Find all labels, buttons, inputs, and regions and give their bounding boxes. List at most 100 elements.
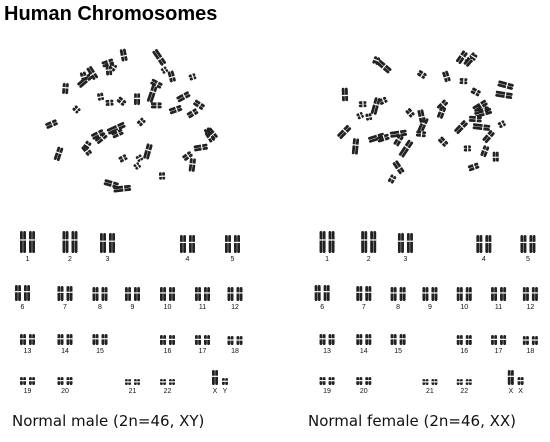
chromosome-pair xyxy=(319,377,335,385)
chromosome-pair xyxy=(159,287,176,301)
chromosome-label: 9 xyxy=(130,304,135,311)
chromosome-label: 18 xyxy=(231,348,239,355)
chromosome-pair xyxy=(397,233,414,253)
chromosome-label: 1 xyxy=(25,256,30,263)
chromosome-pair xyxy=(356,334,372,345)
chromosome-label: 7 xyxy=(361,304,366,311)
chromosome-pair xyxy=(159,335,176,345)
chromosome-label: 11 xyxy=(494,304,503,311)
chromosome-label: 17 xyxy=(494,348,503,355)
chromosome-label: 17 xyxy=(198,348,207,355)
chromosome-label: 15 xyxy=(394,348,402,355)
chromosome-label: 21 xyxy=(426,388,434,395)
chromosome-pair xyxy=(522,287,539,301)
chromosome-pair xyxy=(194,287,211,301)
chromosome-label: 19 xyxy=(23,388,32,395)
chromosome-pair xyxy=(522,336,539,345)
chromosome-pair xyxy=(422,287,438,301)
female-caption: Normal female (2n=46, XX) xyxy=(308,412,517,430)
chromosome-pair xyxy=(507,370,514,385)
chromosome-pair xyxy=(227,336,243,345)
chromosome-label: 20 xyxy=(61,388,69,395)
chromosome-label: 19 xyxy=(323,388,331,395)
chromosome-pair xyxy=(57,377,73,385)
chromosome-label: X xyxy=(212,388,218,395)
chromosome-label: 11 xyxy=(198,304,207,311)
chromosome-label: 22 xyxy=(460,388,469,395)
chromosome-pair xyxy=(224,235,241,253)
chromosome-pair xyxy=(221,378,229,385)
chromosome-pair xyxy=(92,287,108,301)
chromosome-label: 8 xyxy=(396,304,401,311)
chromosome-pair xyxy=(194,335,211,345)
chromosome-pair xyxy=(361,231,377,253)
chromosome-label: Y xyxy=(222,388,228,395)
chromosome-label: X xyxy=(508,388,514,395)
chromosome-label: 13 xyxy=(323,348,331,355)
chromosome-pair xyxy=(314,285,330,301)
female-metaphase-spread xyxy=(337,50,514,184)
chromosome-pair xyxy=(390,334,406,345)
chromosome-pair xyxy=(456,379,472,385)
chromosome-label: 2 xyxy=(68,256,72,263)
chromosome-pair xyxy=(490,335,507,345)
female-karyotype: 1 2 3 4 5 6 7 8 9 10 11 12 13 14 15 16 17 18 19 20 21 22 X X xyxy=(305,215,550,395)
chromosome-label: X xyxy=(518,388,523,395)
chromosome-pair xyxy=(19,377,36,385)
chromosome-label: 5 xyxy=(525,256,530,263)
chromosome-pair xyxy=(456,287,472,301)
chromosome-pair xyxy=(124,379,141,385)
chromosome-pair xyxy=(390,287,406,301)
chromosome-pair xyxy=(57,286,73,301)
chromosome-pair xyxy=(356,286,372,301)
chromosome-label: 3 xyxy=(105,256,110,263)
chromosome-label: 14 xyxy=(61,348,69,355)
chromosome-pair xyxy=(179,235,196,253)
chromosome-pair xyxy=(227,287,243,301)
chromosome-label: 22 xyxy=(163,388,172,395)
chromosome-label: 2 xyxy=(366,256,371,263)
chromosome-pair xyxy=(14,285,31,301)
chromosome-pair xyxy=(456,335,472,345)
chromosome-label: 10 xyxy=(163,304,172,311)
chromosome-label: 7 xyxy=(63,304,67,311)
chromosome-pair xyxy=(517,377,524,385)
chromosome-pair xyxy=(211,370,219,385)
figure-title: Human Chromosomes xyxy=(4,3,218,25)
chromosome-label: 6 xyxy=(320,304,325,311)
chromosome-pair xyxy=(57,334,73,345)
chromosome-label: 16 xyxy=(163,348,172,355)
chromosome-label: 3 xyxy=(403,256,408,263)
chromosome-pair xyxy=(490,287,507,301)
chromosome-label: 13 xyxy=(23,348,32,355)
chromosome-label: 9 xyxy=(427,304,432,311)
chromosome-pair xyxy=(19,231,36,253)
chromosome-pair xyxy=(62,231,78,253)
chromosome-label: 5 xyxy=(230,256,235,263)
chromosome-label: 4 xyxy=(185,256,190,263)
chromosome-label: 14 xyxy=(359,348,368,355)
male-karyotype: 1 2 3 4 5 6 7 8 9 10 11 12 13 14 15 16 17 18 19 20 21 22 X Y xyxy=(5,215,255,395)
chromosome-pair xyxy=(319,231,335,253)
male-caption: Normal male (2n=46, XY) xyxy=(12,412,205,430)
chromosome-label: 21 xyxy=(128,388,137,395)
chromosome-label: 15 xyxy=(96,348,104,355)
chromosome-label: 20 xyxy=(359,388,368,395)
chromosome-pair xyxy=(92,334,108,345)
chromosome-pair xyxy=(159,379,176,385)
chromosome-pair xyxy=(124,287,141,301)
chromosome-pair xyxy=(99,233,116,253)
chromosome-label: 12 xyxy=(231,304,239,311)
chromosome-label: 12 xyxy=(526,304,535,311)
male-metaphase-spread xyxy=(45,48,218,193)
chromosome-label: 4 xyxy=(481,256,486,263)
chromosome-label: 18 xyxy=(526,348,535,355)
chromosome-pair xyxy=(520,235,536,253)
chromosome-pair xyxy=(422,379,438,385)
chromosome-pair xyxy=(319,334,335,345)
chromosome-label: 10 xyxy=(460,304,469,311)
chromosome-label: 8 xyxy=(98,304,102,311)
chromosome-label: 6 xyxy=(20,304,25,311)
chromosome-pair xyxy=(19,334,36,345)
chromosome-label: 1 xyxy=(325,256,329,263)
